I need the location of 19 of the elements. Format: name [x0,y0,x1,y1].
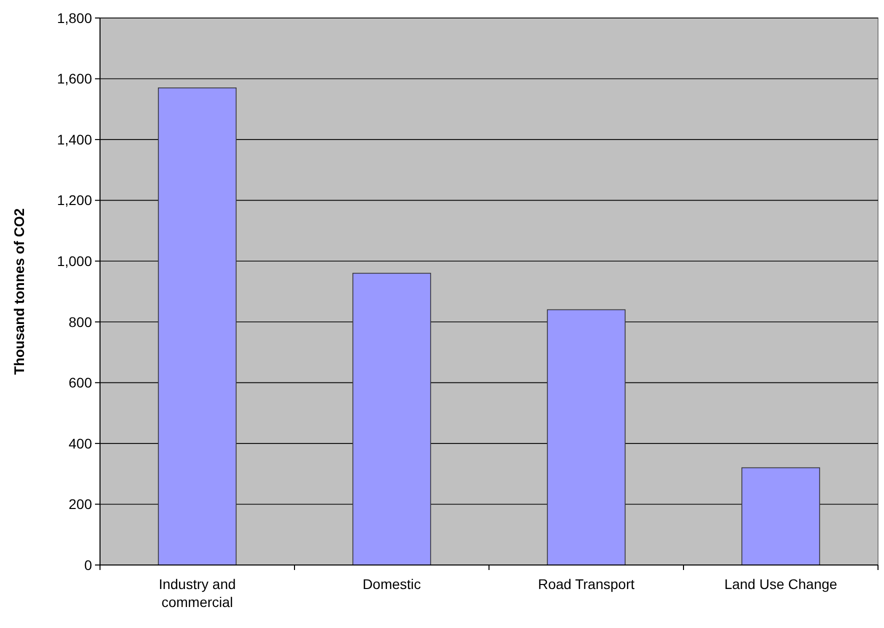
bar [741,467,820,566]
bar [546,309,626,566]
y-tick-label: 400 [68,435,92,452]
bar [352,272,432,566]
y-tick-label: 1,400 [56,131,92,148]
x-tick-label: Domestic [362,576,421,592]
y-tick-label: 800 [68,314,92,330]
y-tick-label: 200 [68,496,92,512]
y-tick-label: 600 [68,374,92,391]
x-tick-label: Industry and commercial [158,576,236,610]
bar [158,87,237,566]
y-tick-label: 1,000 [56,253,92,270]
x-tick-label: Road Transport [538,576,635,592]
y-tick-label: 1,200 [56,192,92,208]
x-tick-label: Land Use Change [724,576,838,592]
y-tick-label: 1,800 [56,10,92,26]
y-tick-label: 1,600 [56,70,92,87]
y-axis-title: Thousand tonnes of CO2 [11,208,27,375]
y-tick-label: 0 [84,556,92,573]
